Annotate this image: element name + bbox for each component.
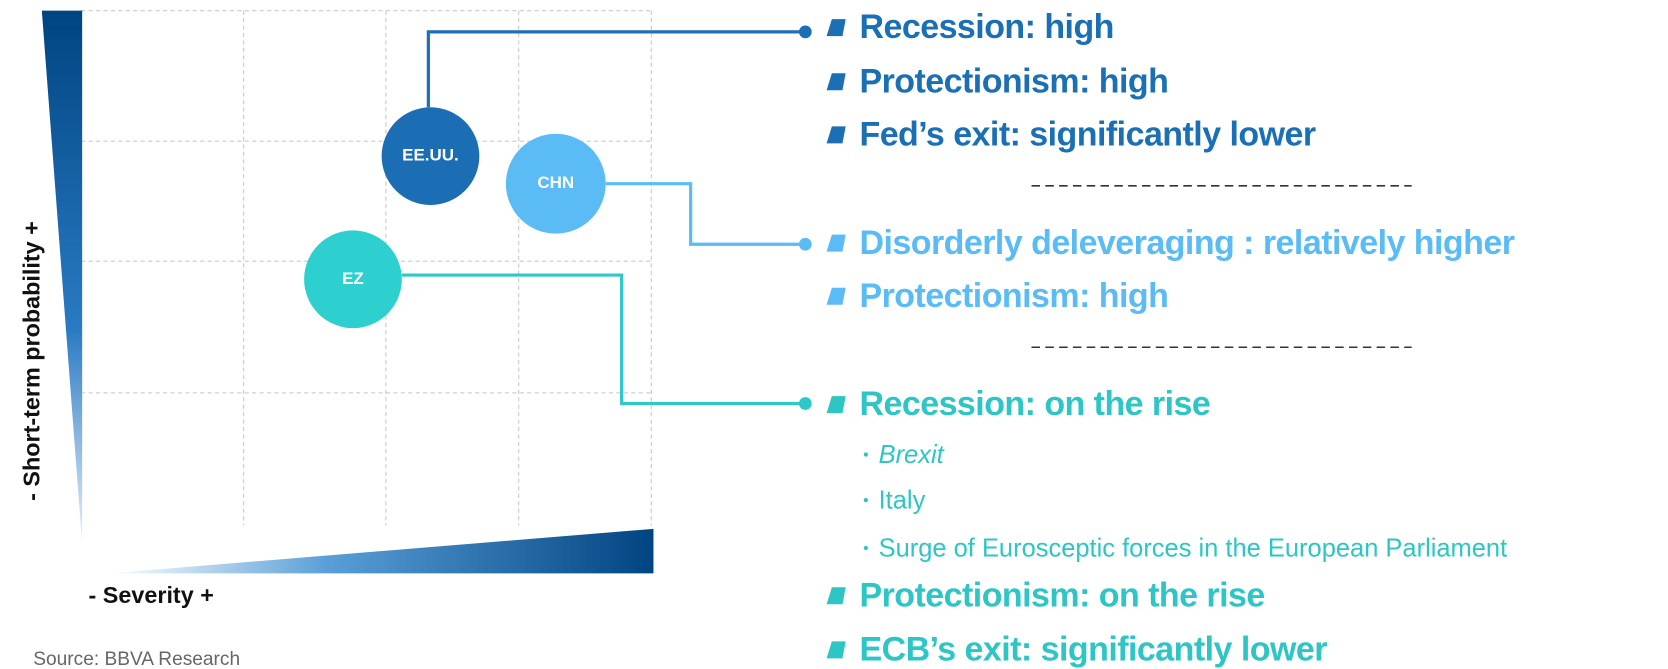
- list-item: Recession: high: [859, 8, 1113, 46]
- sub-item: Italy: [879, 487, 926, 515]
- bullet: [826, 287, 846, 305]
- list-item: Protectionism: high: [859, 277, 1168, 315]
- connector-dot: [798, 25, 812, 39]
- list-item: Protectionism: high: [859, 62, 1168, 100]
- list-item: Fed’s exit: significantly lower: [859, 115, 1315, 153]
- bullet: [826, 641, 846, 659]
- sub-item: Surge of Eurosceptic forces in the Europ…: [879, 534, 1508, 562]
- bubble: [381, 107, 480, 205]
- bubble-label: EZ: [342, 269, 364, 288]
- bullet: [826, 73, 846, 91]
- bullet: [826, 234, 846, 252]
- connector-dot: [798, 237, 812, 251]
- list-item: Protectionism: on the rise: [859, 576, 1264, 614]
- connectors: [401, 30, 806, 406]
- y-axis-label: - Short-term probability +: [18, 221, 44, 501]
- list-item: Disorderly deleveraging : relatively hig…: [859, 224, 1514, 262]
- sub-bullet: [863, 545, 868, 551]
- sub-item: Brexit: [879, 441, 945, 469]
- connector-dot: [798, 397, 812, 410]
- x-axis-label: - Severity +: [89, 582, 214, 608]
- bullet: [826, 587, 846, 605]
- source: Source: BBVA Research: [33, 649, 240, 669]
- bubble-label: CHN: [537, 173, 574, 192]
- bubble: [304, 230, 402, 329]
- list-item: Recession: on the rise: [859, 385, 1210, 423]
- y-axis-wedge: [41, 10, 83, 544]
- sub-bullet: [863, 498, 868, 503]
- x-axis-wedge: [107, 528, 654, 574]
- bullet: [826, 396, 846, 414]
- sub-bullet: [863, 452, 868, 457]
- bullet: [826, 19, 846, 37]
- bullet: [826, 126, 846, 144]
- risk-lists: Recession: high Protectionism: high Fed’s …: [826, 8, 1515, 669]
- list-item: ECB’s exit: significantly lower: [859, 631, 1327, 669]
- bubble: [505, 133, 606, 234]
- bubble-label: EE.UU.: [402, 146, 459, 165]
